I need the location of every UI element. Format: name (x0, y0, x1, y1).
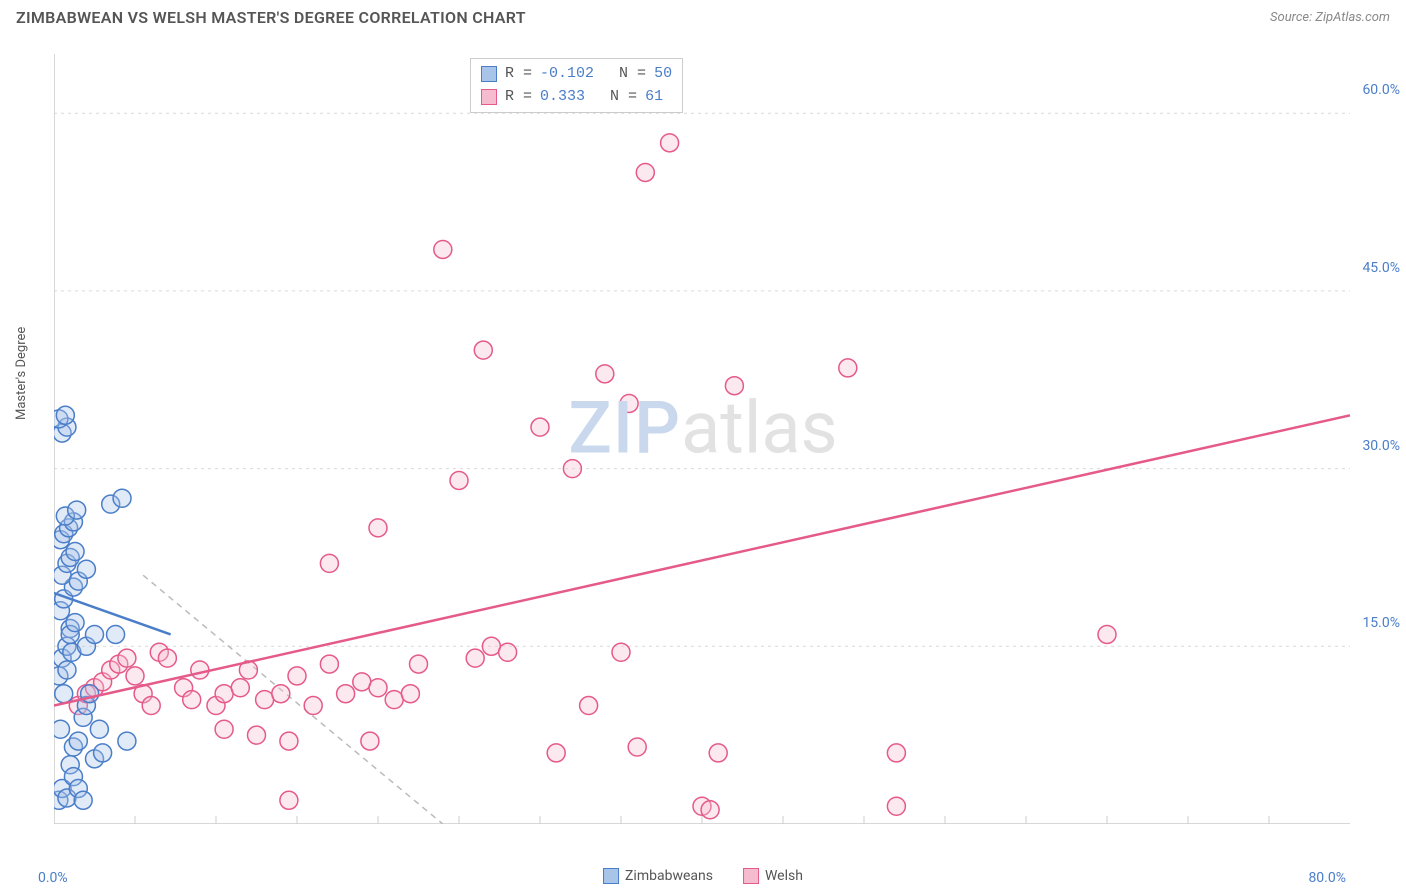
chart-svg (54, 54, 1350, 824)
swatch-icon (743, 868, 759, 884)
y-tick-30: 30.0% (1362, 438, 1400, 454)
x-tick-right: 80.0% (1308, 870, 1346, 886)
legend-welsh: Welsh (743, 868, 803, 884)
y-axis-label: Master's Degree (14, 327, 29, 420)
legend-zimbabweans: Zimbabweans (603, 868, 713, 884)
correlation-row-2: R = 0.333 N = 61 (481, 86, 672, 109)
correlation-row-1: R = -0.102 N = 50 (481, 63, 672, 86)
series-legend: Zimbabweans Welsh (603, 868, 803, 884)
y-tick-15: 15.0% (1362, 615, 1400, 631)
correlation-legend: R = -0.102 N = 50 R = 0.333 N = 61 (470, 58, 683, 113)
chart-source: Source: ZipAtlas.com (1270, 10, 1390, 25)
swatch-zimbabweans (481, 66, 497, 82)
swatch-welsh (481, 89, 497, 105)
chart-plot-area (54, 54, 1350, 824)
chart-header: ZIMBABWEAN VS WELSH MASTER'S DEGREE CORR… (0, 0, 1406, 31)
y-tick-45: 45.0% (1362, 260, 1400, 276)
swatch-icon (603, 868, 619, 884)
y-tick-60: 60.0% (1362, 82, 1400, 98)
chart-title: ZIMBABWEAN VS WELSH MASTER'S DEGREE CORR… (16, 8, 526, 27)
x-tick-left: 0.0% (38, 870, 68, 886)
